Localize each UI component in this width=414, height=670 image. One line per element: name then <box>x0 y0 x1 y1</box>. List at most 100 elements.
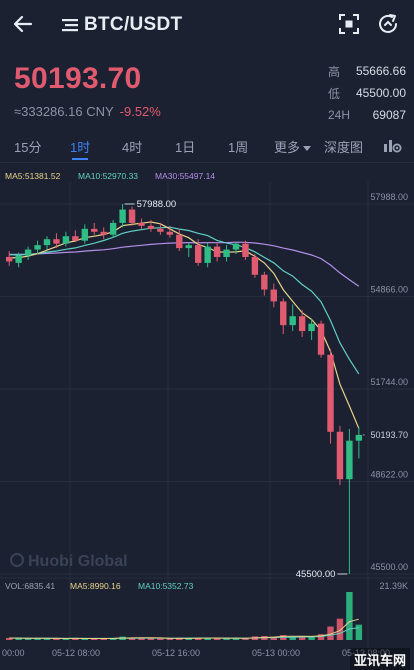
tab-depth[interactable]: 深度图 <box>324 140 364 155</box>
volume-bar <box>109 637 117 640</box>
volume-bar <box>15 638 22 640</box>
scan-frame-icon[interactable] <box>338 13 360 35</box>
volume-bar <box>289 636 296 640</box>
candle-down <box>336 431 344 480</box>
ma30-legend: MA30:55497.14 <box>155 171 216 181</box>
volume-bar <box>336 618 344 640</box>
price-axis-label: 48622.00 <box>370 470 408 480</box>
volume-bar <box>346 592 353 640</box>
chart-settings-icon[interactable] <box>382 136 402 154</box>
vol-ma10-line <box>9 627 359 639</box>
price-axis-label: 57988.00 <box>370 192 408 202</box>
price-axis-label: 54866.00 <box>370 285 408 295</box>
volume-bar <box>242 637 249 640</box>
candle-down <box>128 209 136 223</box>
ma30-line <box>9 241 360 287</box>
watermark-text: Huobi Global <box>28 553 128 570</box>
candle-down <box>138 222 145 226</box>
volume-bar <box>232 638 240 640</box>
time-label: 05-12 08:00 <box>52 648 100 658</box>
volume-bar <box>157 638 164 640</box>
tab-1w[interactable]: 1周 <box>228 140 249 155</box>
volume-bar <box>185 638 192 640</box>
candle-up <box>109 222 117 235</box>
candle-down <box>270 289 277 302</box>
ma5-legend: MA5:51381.52 <box>5 171 61 181</box>
site-watermark: 亚讯车网 <box>349 648 410 670</box>
active-tab-indicator <box>72 158 88 160</box>
candle-down <box>317 323 325 355</box>
price-axis: 57988.00 54866.00 51744.00 48622.00 45500.00 <box>370 192 408 572</box>
candle-down <box>261 274 268 290</box>
volume-bar <box>298 636 306 640</box>
cny-price: ≈333286.16 CNY <box>14 104 114 119</box>
volume-bar <box>176 637 183 640</box>
candle-up <box>289 316 296 326</box>
volume-bar <box>138 638 145 640</box>
price-sub: ≈333286.16 CNY -9.52% <box>14 104 161 119</box>
tab-15m[interactable]: 15分 <box>14 140 42 155</box>
vol-legend: VOL:6835.41 <box>5 581 55 591</box>
candle-down <box>166 231 174 235</box>
candle-down <box>327 354 334 432</box>
candle-up <box>223 249 230 257</box>
candle-up <box>185 245 192 249</box>
volume-bar <box>62 638 70 640</box>
volume-bar <box>213 638 221 640</box>
price-change: -9.52% <box>119 104 161 119</box>
candle-down <box>91 228 98 232</box>
tabs-divider <box>0 162 414 163</box>
last-price-tag: 50193.70 <box>370 430 408 440</box>
volume-bar <box>317 634 325 640</box>
candle-up <box>15 255 22 263</box>
candle-down <box>6 256 13 262</box>
candle-down <box>53 239 60 244</box>
volume-bar <box>327 626 334 640</box>
ma10-line <box>9 226 360 375</box>
low-value: 45500.00 <box>355 86 406 100</box>
huobi-watermark: Huobi Global <box>10 553 128 570</box>
menu-lines-icon <box>62 19 78 32</box>
pair-selector[interactable]: BTC/USDT <box>62 14 182 36</box>
tab-more-label: 更多 <box>274 140 301 155</box>
candle-up <box>308 323 315 332</box>
volume-bar <box>147 638 155 640</box>
volume-bar <box>223 638 230 640</box>
refresh-star-icon[interactable] <box>376 12 400 36</box>
candle-down <box>195 245 202 263</box>
low-label: 低 <box>328 86 341 101</box>
candle-up <box>34 245 41 250</box>
candle-up <box>355 434 363 441</box>
tab-4h[interactable]: 4时 <box>122 140 143 155</box>
kline-chart[interactable]: Huobi Global 57988.00 54866.00 51744.00 486… <box>0 182 414 670</box>
vol-label: 24H <box>328 108 351 122</box>
time-axis: 00:00 05-12 08:00 05-12 16:00 05-13 00:00 05… <box>2 648 390 658</box>
time-label: 00:00 <box>2 648 25 658</box>
candle-down <box>280 301 287 326</box>
ma10-legend: MA10:52970.33 <box>78 171 139 181</box>
volume-bar <box>128 637 136 640</box>
candle-up <box>204 246 211 263</box>
top-bar: BTC/USDT <box>0 0 414 52</box>
max-price-label: 57988.00 <box>137 199 177 210</box>
volume-bar <box>34 638 41 640</box>
price-axis-label: 45500.00 <box>370 562 408 572</box>
volume-bar <box>355 624 363 640</box>
candle-down <box>251 256 259 275</box>
price-axis-label: 51744.00 <box>370 377 408 387</box>
vol-ma5-legend: MA5:8990.16 <box>70 581 121 591</box>
candle-down <box>157 228 164 232</box>
volume-bar <box>100 638 107 640</box>
tab-1d[interactable]: 1日 <box>175 140 196 155</box>
candle-down <box>147 225 155 229</box>
volume-bar <box>6 637 13 640</box>
volume-panel: VOL:6835.41 MA5:8990.16 MA10:5352.73 21.39K <box>0 577 414 640</box>
tab-more[interactable]: 更多 <box>274 137 312 156</box>
arrow-left-icon[interactable] <box>10 11 36 37</box>
pair-title: BTC/USDT <box>84 14 183 35</box>
tab-1h[interactable]: 1时 <box>70 140 91 155</box>
candle-down <box>176 234 183 249</box>
candles <box>6 204 363 574</box>
candle-up <box>119 209 126 223</box>
candle-down <box>72 236 79 241</box>
